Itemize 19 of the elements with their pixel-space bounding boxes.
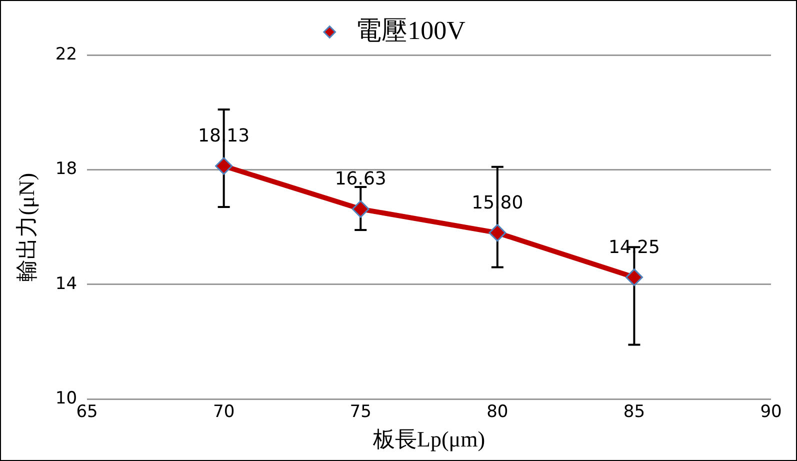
point	[488, 224, 506, 242]
y-tick-label: 10	[55, 388, 78, 409]
x-tick-label: 70	[213, 402, 235, 422]
point	[625, 268, 643, 286]
x-tick-label: 90	[760, 402, 782, 422]
point	[352, 200, 370, 218]
y-tick-label: 22	[55, 44, 78, 64]
x-axis-title: 板長Lp(μm)	[372, 426, 486, 452]
x-tick-label: 65	[76, 402, 98, 422]
legend-label: 電壓100V	[356, 16, 466, 45]
x-tick-label: 75	[350, 402, 372, 422]
y-tick-label: 18	[55, 159, 78, 180]
x-tick-label: 85	[623, 402, 646, 422]
data-label: 14.25	[608, 236, 660, 258]
y-tick-label: 14	[55, 274, 78, 294]
x-tick-label: 80	[486, 402, 508, 422]
data-label: 16.63	[334, 168, 386, 190]
point	[215, 157, 233, 175]
y-axis-title: 輸出力(μN)	[14, 172, 39, 282]
